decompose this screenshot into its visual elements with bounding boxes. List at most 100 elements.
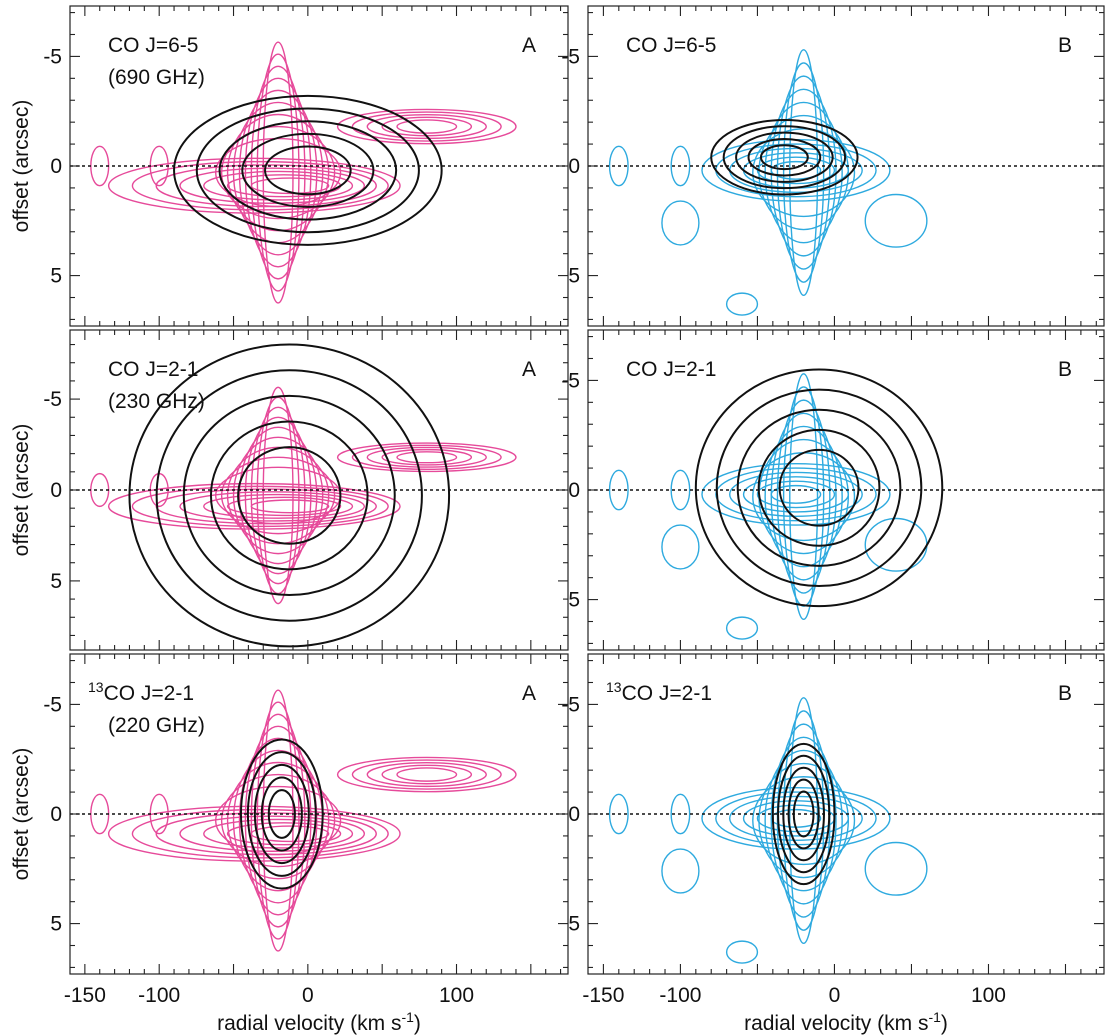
x-tick-label: -150 [64,984,106,1007]
overlay-contour [173,94,443,246]
overlay-contour [218,120,398,221]
contour-redshift [366,114,487,140]
y-axis-title: offset (arcsec) [10,748,33,881]
contour-vertical [789,373,819,621]
x-tick-label: 100 [439,984,474,1007]
contour-blob [864,841,928,896]
x-tick-label: 0 [829,984,841,1007]
contour-horizontal [179,491,366,522]
contour-horizontal [701,786,891,850]
contour-blob [90,145,110,187]
position-label: B [1058,34,1072,57]
position-label: A [522,34,536,57]
line-label: CO J=6-5 [626,34,716,57]
contour-horizontal [203,170,354,201]
contour-blob [661,848,700,894]
y-tick-label: 0 [50,803,62,826]
contour-horizontal [715,467,877,522]
overlay-contour [182,394,396,597]
contour-vertical [776,75,831,270]
y-tick-label: 5 [568,913,580,936]
contour-blob [725,292,759,316]
contour-horizontal [756,480,836,509]
contour-vertical [262,689,294,952]
contour-vertical [226,761,330,880]
contour-vertical [770,736,837,905]
y-axis-title: offset (arcsec) [10,424,33,557]
y-tick-label: 0 [568,803,580,826]
overlay-contours [239,738,324,890]
contour-blob [608,793,629,835]
colored-contours [608,697,928,964]
contour-blob [608,145,629,187]
overlay-contour [241,132,375,208]
y-axis-titles: offset (arcsec) offset (arcsec) offset (ar… [10,100,33,881]
panel-6: -5 0 5 13CO J=2-1 B -150 -100 0 100 [561,653,1105,1007]
position-label: B [1058,682,1072,705]
panels: -5 0 5 CO J=6-5 (690 GHz) A -5 0 5 CO J=6-5 B -5 0 5 C… [43,5,1105,1007]
contour-redshift [381,764,473,785]
contour-horizontal [131,485,389,528]
contour-blob [725,616,759,640]
contour-redshift [351,759,502,790]
overlay-contour [155,369,423,622]
y-tick-label: 5 [50,570,62,593]
overlay-contour [722,125,847,190]
y-tick-label: 0 [50,155,62,178]
contour-horizontal [742,476,850,513]
x-axis-title: radial velocity (km s-1) [744,1009,948,1035]
overlay-contour [694,368,944,608]
contour-blob [725,940,759,964]
contour-redshift [351,444,502,470]
overlay-contour [195,107,420,234]
overlay-contour [253,763,310,865]
contour-horizontal [131,160,389,211]
panel-4: -5 0 5 CO J=2-1 B [561,329,1105,651]
contour-horizontal [729,471,863,518]
contour-blob [90,793,110,835]
frequency-label: (230 GHz) [108,390,205,413]
contour-redshift [366,446,487,468]
contour-horizontal [729,795,863,842]
contour-redshift [396,119,458,134]
contour-vertical [764,425,843,568]
contour-horizontal [250,825,330,843]
position-label: A [522,358,536,381]
y-tick-label: 0 [568,155,580,178]
overlay-contour [777,754,831,874]
colored-contours [608,373,928,640]
overlay-contour [264,145,352,196]
contour-blob [608,469,629,511]
contour-blob [661,200,700,246]
x-tick-label: -100 [659,984,701,1007]
contour-vertical [752,452,856,542]
overlay-contours [710,118,859,196]
y-axis-title: offset (arcsec) [10,100,33,233]
contour-redshift [366,762,487,788]
overlay-contours [173,94,443,246]
y-tick-label: -5 [43,693,62,716]
contour-horizontal [179,815,366,852]
position-label: A [522,682,536,705]
overlay-contour [209,420,369,571]
contour-horizontal [131,808,389,859]
contour-horizontal [701,462,891,526]
contour-horizontal [179,167,366,204]
contour-redshift [336,108,517,145]
contour-horizontal [226,822,342,846]
contour-redshift [381,448,473,466]
y-tick-label: -5 [561,45,580,68]
overlay-contours [694,368,944,608]
contour-vertical [776,399,831,594]
contour-blob [670,793,691,835]
x-tick-label: -150 [582,984,624,1007]
overlay-contour [128,343,451,648]
overlay-contour [260,776,303,852]
colored-contours [90,386,517,605]
contour-horizontal [770,484,822,504]
contour-horizontal [107,482,401,530]
y-tick-label: -5 [43,45,62,68]
frequency-label: (220 GHz) [108,714,205,737]
contour-blob [670,145,691,187]
